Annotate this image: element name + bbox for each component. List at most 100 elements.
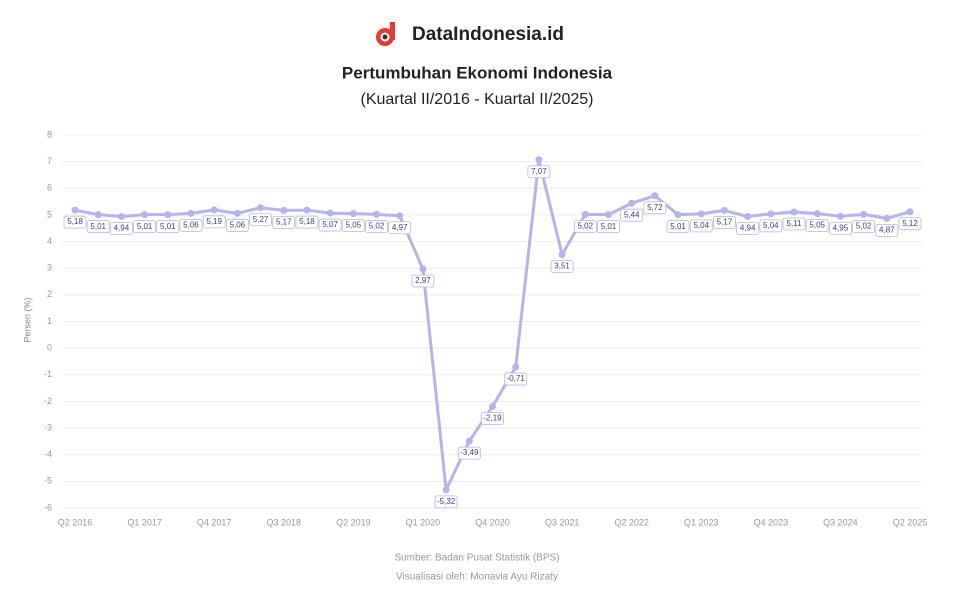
point [744,213,752,221]
chart-title: Pertumbuhan Ekonomi Indonesia [342,63,613,82]
value-label: -5,32 [437,497,456,506]
value-label-box [666,220,690,234]
value-label: 3,51 [554,262,570,271]
value-label: 2,97 [415,276,431,285]
value-label-box [573,219,597,233]
point [628,199,636,207]
x-tick-label: Q2 2016 [58,517,93,527]
value-label: 5,27 [253,215,269,224]
point [836,212,844,220]
value-label-box [550,260,574,274]
point [187,209,195,217]
value-label-box [504,372,528,386]
y-tick-label: 4 [47,236,52,246]
value-label: 5,17 [276,218,292,227]
value-label-box [249,213,272,227]
value-label: 5,02 [577,222,593,231]
point [257,204,265,212]
x-tick-label: Q1 2020 [406,517,441,527]
y-tick-label: 6 [47,183,52,193]
value-label: 5,19 [206,217,222,226]
point [604,211,612,219]
value-label-box [898,217,922,231]
point [233,209,241,217]
x-tick-label: Q2 2019 [336,517,371,527]
value-label: 4,97 [392,223,408,232]
value-label-box [527,165,551,179]
point [697,210,705,218]
value-label-box [457,446,481,460]
point [164,211,172,219]
point [651,192,659,200]
y-tick-label: -2 [44,396,52,406]
value-label: -0,71 [507,374,526,383]
y-tick-label: 8 [47,129,52,139]
point [373,210,381,218]
point [558,251,566,259]
y-axis-label: Persen (%) [22,297,32,342]
value-label-box [272,215,296,229]
value-label-box [225,218,249,232]
value-label-box [63,215,87,229]
value-label: 5,04 [763,221,779,230]
value-label-box [295,215,319,229]
value-label: 5,12 [902,219,918,228]
y-tick-label: 0 [47,343,52,353]
value-label: 5,05 [346,221,362,230]
value-label: 5,01 [90,222,106,231]
value-label: 5,07 [322,220,338,229]
x-tick-label: Q4 2017 [197,517,232,527]
x-tick-label: Q2 2025 [893,517,928,527]
value-label-box [133,220,156,234]
value-label: -3,49 [460,448,479,457]
value-label-box [434,495,458,509]
value-label: 5,02 [369,222,385,231]
value-label: 4,87 [879,226,895,235]
y-tick-label: -6 [44,502,52,512]
y-tick-label: 5 [47,209,52,219]
value-label: 5,01 [670,222,686,231]
y-tick-label: -1 [44,369,52,379]
value-label-box [829,221,852,235]
value-label-box [643,201,667,215]
value-label-box [318,218,342,232]
value-label-box [805,219,829,232]
point [674,211,682,219]
value-label-box [388,221,412,235]
value-label: 5,02 [856,222,872,231]
value-label: 5,05 [809,221,825,230]
y-tick-label: 3 [47,263,52,273]
y-tick-label: 1 [47,316,52,326]
point [419,265,427,273]
value-label-box [736,222,760,235]
value-label-box [689,219,713,233]
value-label: 5,06 [230,220,246,229]
value-label-box [86,220,110,234]
value-label: 5,72 [647,203,663,212]
point [535,156,543,164]
x-tick-label: Q3 2021 [545,517,580,527]
value-label: 5,06 [183,220,199,229]
value-label: 4,95 [833,223,849,232]
point [720,206,728,214]
line [74,158,911,492]
y-tick-label: -4 [44,449,52,459]
point [349,210,357,218]
point [303,206,311,214]
source: Sumber: Badan Pusat Statistik (BPS) [394,553,559,564]
value-label: 7,07 [531,167,547,176]
point [326,209,334,217]
x-tick-label: Q1 2017 [127,517,162,527]
point [581,210,589,218]
value-label: 5,01 [137,222,153,231]
point [813,210,821,218]
value-label-box [109,222,133,235]
value-label-box [597,220,620,234]
value-label-box [202,215,226,229]
y-tick-label: -5 [44,476,52,486]
point [117,213,125,221]
point [883,214,891,222]
x-tick-label: Q4 2020 [475,517,510,527]
value-label: 4,94 [740,224,756,233]
